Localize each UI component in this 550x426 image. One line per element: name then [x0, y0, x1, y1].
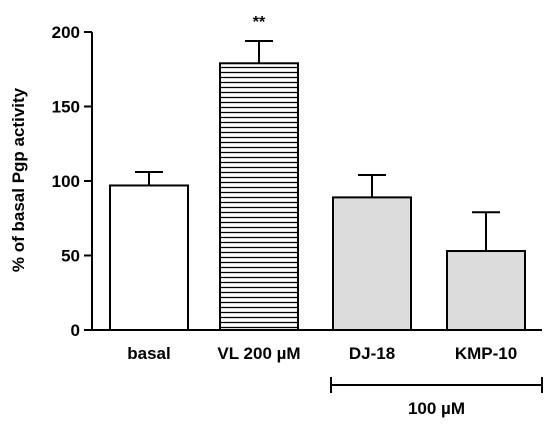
y-tick-label-2: 100 — [52, 172, 80, 191]
y-tick-label-4: 200 — [52, 23, 80, 42]
x-tick-label-0: basal — [127, 344, 170, 363]
x-tick-label-1: VL 200 µM — [217, 344, 300, 363]
y-axis-label: % of basal Pgp activity — [9, 87, 28, 272]
significance-marker-1: ** — [253, 14, 266, 31]
bar-0 — [109, 184, 189, 331]
bar-2 — [332, 196, 412, 331]
x-tick-label-3: KMP-10 — [455, 344, 517, 363]
y-tick-label-1: 50 — [61, 247, 80, 266]
bar-1 — [219, 62, 299, 331]
x-tick-label-2: DJ-18 — [349, 344, 395, 363]
group-label: 100 µM — [408, 399, 465, 418]
y-tick-label-0: 0 — [71, 321, 80, 340]
bar-3 — [446, 250, 526, 331]
y-tick-label-3: 150 — [52, 98, 80, 117]
